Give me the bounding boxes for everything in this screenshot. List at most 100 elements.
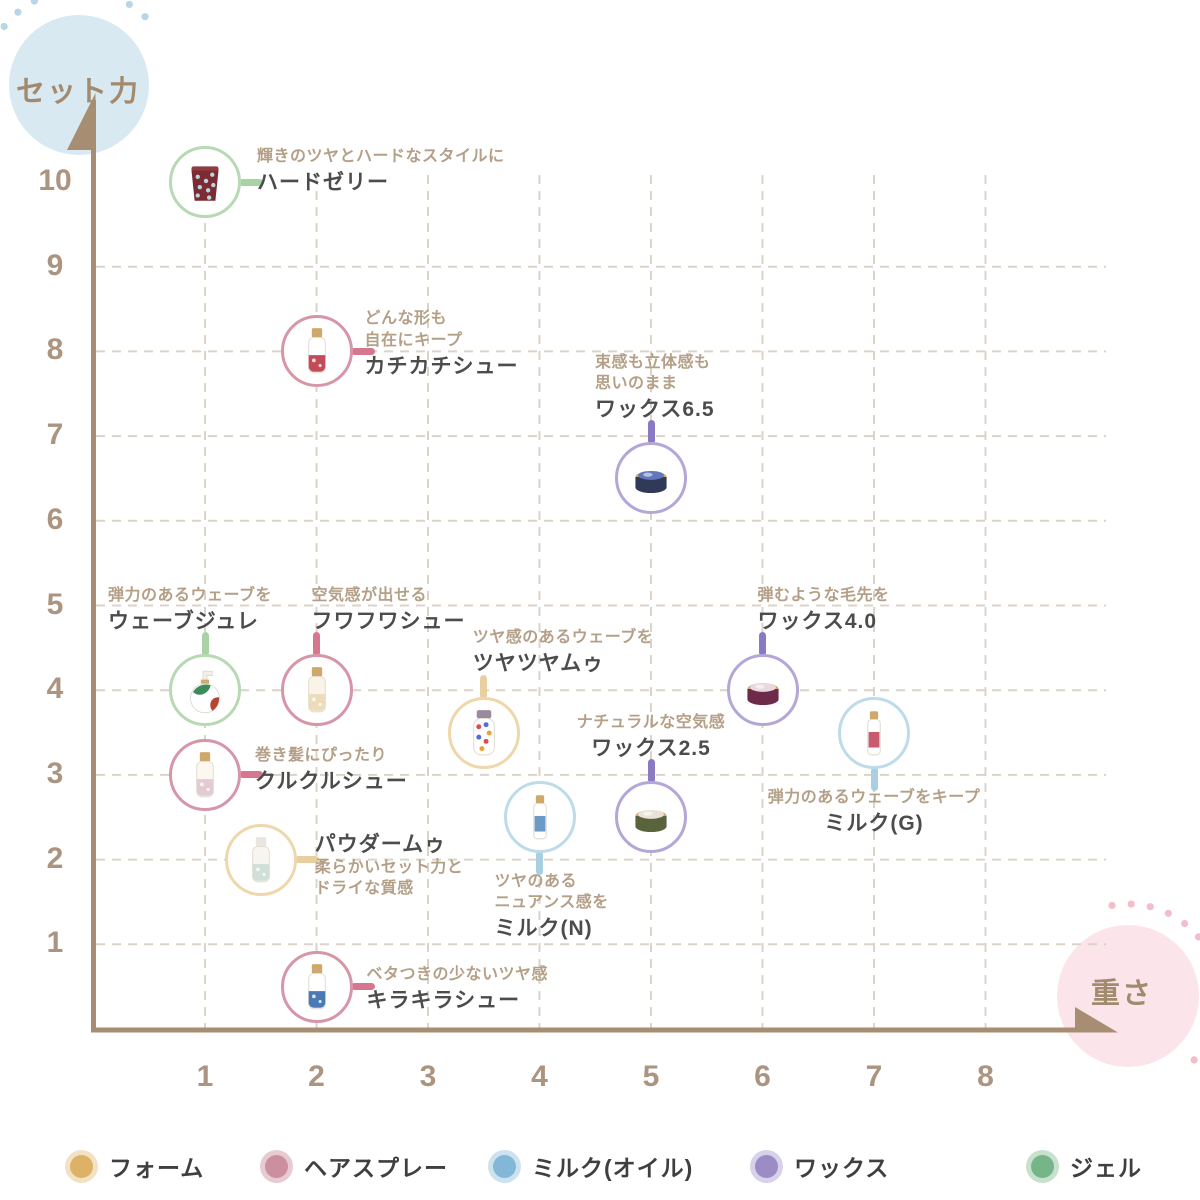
product-connector [647,420,655,445]
product-connector [294,856,319,864]
product-point [838,696,910,769]
product-connector [313,632,320,657]
legend-label-spray: ヘアスプレー [304,1155,448,1181]
axis-tick: 10 [38,164,72,197]
product-connector [201,632,209,657]
product-connector [239,178,263,186]
axis-tick: 2 [46,841,64,875]
product-desc: 空気感が出せる [311,586,428,604]
product-label: ベタつきの少ないツヤ感 キラキラシュー [367,964,549,1013]
product-label: パウダームゥ 柔らかいセット力と ドライな質感 [315,829,464,899]
product-point [224,823,297,896]
product-desc: ツヤのある ニュアンス感を [494,873,609,912]
legend-dot-foam [65,1149,98,1183]
product-image [307,667,326,713]
axis-tick: 4 [46,672,64,706]
product-label: 巻き髪にぴったりクルクルシュー [255,745,408,794]
axis-tick: 8 [977,1060,994,1093]
axis-tick: 8 [46,333,64,367]
axis-tick: 5 [642,1060,660,1093]
product-point [280,950,353,1023]
product-image [191,166,219,201]
product-image [307,963,326,1009]
product-connector [350,983,375,991]
product-desc: どんな形も 自在にキープ [364,310,463,349]
product-point [280,315,353,388]
product-label: どんな形も 自在にキープ カチカチシュー [365,308,519,378]
legend-item-milk: ミルク(オイル) [488,1148,693,1184]
product-image [635,471,667,494]
product-image [307,328,326,374]
product-name: ワックス4.0 [757,610,878,634]
legend-dot-milk [488,1149,521,1183]
product-image [196,752,214,798]
product-point [169,146,241,218]
product-image [251,836,270,882]
axis-tick: 9 [46,248,64,282]
product-image [190,671,220,714]
product-image [635,810,667,833]
product-name: ミルク(G) [824,811,924,835]
product-desc: 弾むような毛先を [757,586,890,604]
product-name: フワフワシュー [311,610,466,634]
product-name: クルクルシュー [255,770,408,793]
product-image [746,683,779,706]
product-point [447,696,520,769]
axis-tick: 2 [308,1060,325,1093]
legend-label-milk: ミルク(オイル) [532,1155,694,1181]
axis-tick: 7 [865,1060,883,1093]
legend-label-foam: フォーム [109,1155,205,1181]
product-label: ツヤのある ニュアンス感をミルク(N) [495,871,609,941]
legend-label-wax: ワックス [794,1155,890,1181]
product-label: 空気感が出せるフワフワシュー [312,585,466,634]
product-connector [647,759,655,784]
legend-dot-gel [1026,1149,1059,1183]
product-desc: ツヤ感のあるウェーブを [472,629,654,647]
axis-tick: 6 [754,1060,771,1093]
product-desc: 弾力のあるウェーブをキープ [767,788,981,806]
legend-label-gel: ジェル [1070,1155,1142,1181]
product-name: ミルク(N) [494,917,593,941]
product-desc: 束感も立体感も 思いのまま [595,354,711,393]
axis-tick: 1 [46,926,64,960]
product-name: ワックス6.5 [595,398,715,422]
product-point [169,654,241,727]
product-label: 輝きのツヤとハードなスタイルに ハードゼリー [257,146,505,195]
product-connector [350,347,375,355]
x-axis-title: 重さ [1090,978,1153,1010]
product-desc: 輝きのツヤとハードなスタイルに [257,148,505,165]
legend-item-spray: ヘアスプレー [260,1148,448,1184]
product-connector [870,766,878,791]
product-point [503,781,576,854]
y-axis-title: セット力 [15,76,140,108]
legend-item-gel: ジェル [1026,1148,1142,1184]
product-image [472,709,495,755]
product-desc: 弾力のあるウェーブを [108,586,273,604]
product-point [615,442,687,515]
product-desc: 巻き髪にぴったり [255,746,388,764]
product-point [280,654,353,727]
axis-tick: 1 [196,1060,214,1093]
product-label: ナチュラルな空気感ワックス2.5 [568,712,734,761]
legend-item-wax: ワックス [750,1148,889,1184]
product-name: ワックス2.5 [591,737,711,761]
product-connector [536,851,543,876]
legend-item-foam: フォーム [65,1148,204,1184]
axis-tick: 7 [46,418,64,452]
product-desc: ベタつきの少ないツヤ感 [366,965,549,983]
product-desc: ナチュラルな空気感 [576,713,726,731]
axis-tick: 3 [46,756,64,790]
product-point [615,781,687,854]
axis-tick: 5 [46,587,64,621]
axis-tick: 4 [531,1060,548,1093]
axis-tick: 6 [46,502,64,536]
legend-dot-spray [260,1149,293,1183]
product-connector [759,632,766,657]
product-point [169,738,241,811]
product-label: 弾むような毛先をワックス4.0 [758,585,890,634]
product-label: ツヤ感のあるウェーブを ツヤツヤムゥ [473,627,654,676]
product-point [726,654,799,727]
legend-dot-wax [750,1149,783,1183]
